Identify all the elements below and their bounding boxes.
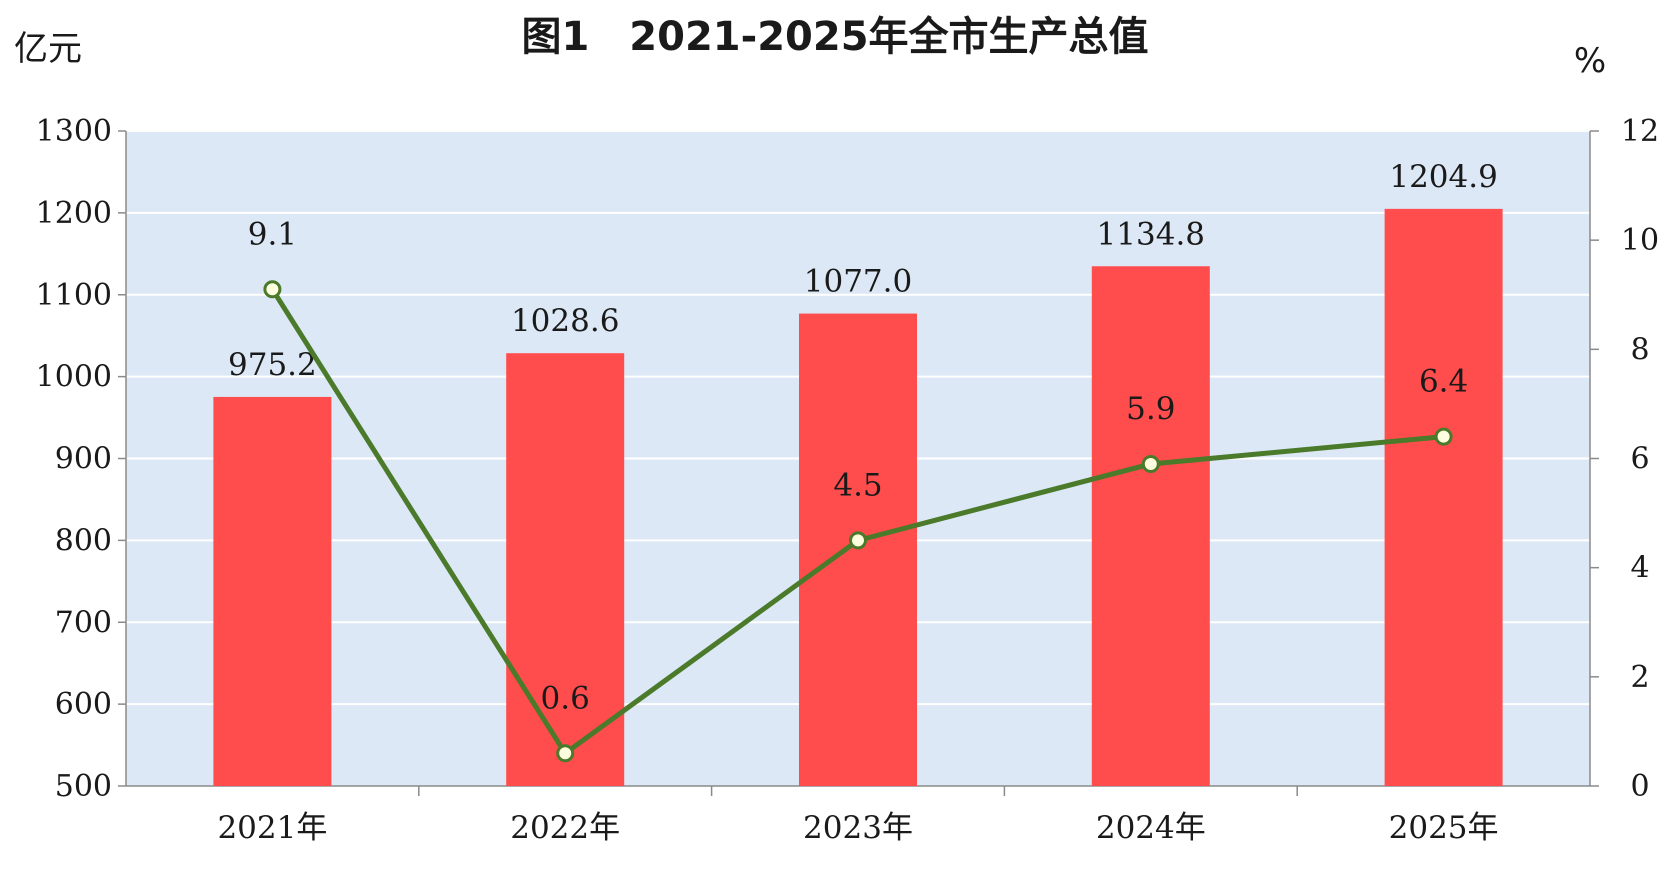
left-tick-label: 500 bbox=[55, 769, 112, 804]
left-tick-label: 1200 bbox=[36, 196, 112, 231]
bar-data-label: 1204.9 bbox=[1389, 159, 1497, 195]
left-tick-label: 600 bbox=[55, 687, 112, 722]
bar-data-label: 1028.6 bbox=[511, 303, 619, 339]
bar-data-label: 1077.0 bbox=[804, 264, 912, 300]
line-point bbox=[1141, 454, 1160, 473]
bar bbox=[1091, 266, 1210, 786]
left-tick-label: 700 bbox=[55, 605, 112, 640]
x-tick-label: 2021年 bbox=[217, 810, 327, 846]
left-tick-label: 1000 bbox=[36, 360, 112, 395]
left-tick-label: 800 bbox=[55, 523, 112, 558]
right-axis-unit: % bbox=[1574, 41, 1606, 81]
line-point bbox=[1434, 427, 1453, 446]
bar bbox=[799, 313, 917, 786]
right-tick-label: 2 bbox=[1630, 660, 1649, 695]
left-tick-label: 900 bbox=[55, 442, 112, 477]
right-tick-label: 8 bbox=[1630, 332, 1649, 367]
right-tick-label: 0 bbox=[1630, 769, 1649, 804]
line-point bbox=[263, 280, 282, 299]
bar bbox=[213, 396, 332, 786]
chart-title: 图1 2021-2025年全市生产总值 bbox=[521, 14, 1148, 60]
line-data-label: 9.1 bbox=[248, 216, 297, 252]
line-data-label: 4.5 bbox=[833, 467, 882, 503]
right-tick-label: 6 bbox=[1630, 442, 1649, 477]
line-data-label: 6.4 bbox=[1419, 364, 1468, 400]
right-tick-label: 4 bbox=[1630, 551, 1649, 586]
bar bbox=[506, 353, 625, 786]
x-tick-label: 2023年 bbox=[803, 810, 913, 846]
left-tick-label: 1300 bbox=[36, 114, 112, 149]
right-tick-label: 12 bbox=[1621, 114, 1659, 149]
x-tick-label: 2022年 bbox=[510, 810, 620, 846]
left-tick-label: 1100 bbox=[36, 278, 112, 313]
left-axis-unit: 亿元 bbox=[14, 29, 82, 69]
bar-data-label: 975.2 bbox=[228, 347, 317, 383]
x-tick-label: 2024年 bbox=[1096, 810, 1206, 846]
line-data-label: 0.6 bbox=[541, 680, 590, 716]
bar bbox=[1384, 208, 1503, 786]
bar-data-label: 1134.8 bbox=[1097, 216, 1205, 252]
right-tick-label: 10 bbox=[1621, 223, 1659, 258]
line-point bbox=[849, 531, 867, 550]
line-data-label: 5.9 bbox=[1126, 391, 1175, 427]
x-tick-label: 2025年 bbox=[1389, 810, 1499, 846]
line-point bbox=[556, 744, 575, 763]
